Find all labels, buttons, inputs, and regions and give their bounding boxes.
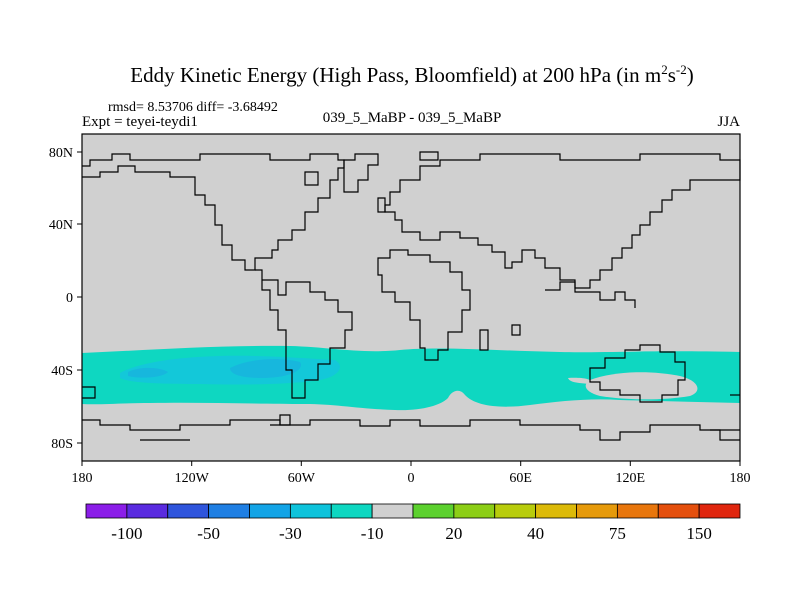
colorbar-swatch [167,503,210,519]
colorbar [85,503,741,519]
coastlines [82,151,741,441]
map-plot-area [77,133,741,466]
colorbar-swatch [698,503,741,519]
x-tick-label: 180 [72,471,93,486]
coast-southeast-asia [545,281,636,308]
coast-scandinavia-island [419,151,439,161]
coast-greenland [343,153,379,193]
season-label: JJA [717,114,740,130]
x-tick-label: 120E [616,471,646,486]
field-core-inner [230,359,301,378]
coast-antarctic-east [710,429,740,441]
coast-new-zealand [82,386,96,399]
coast-africa [377,249,471,361]
coast-australia [589,344,686,403]
colorbar-swatch [330,503,373,519]
x-axis-labels: 180 120W 60W 0 60E 120E 180 [72,471,751,486]
y-axis-labels: 80N 40N 0 40S 80S [49,146,73,452]
field-gap-australia [585,372,698,400]
colorbar-swatch [616,503,659,519]
coast-antarctica [82,419,740,441]
coast-uk [377,197,386,213]
colorbar-swatch [249,503,291,519]
y-tick-label: 40N [49,218,73,233]
colorbar-level-label: -100 [111,524,142,543]
colorbar-swatch [535,503,577,519]
colorbar-level-label: -30 [279,524,302,543]
colorbar-swatch [371,503,414,519]
experiment-label: Expt = teyei-teydi1 [82,114,198,130]
field-core-inner-west [128,367,168,378]
coast-baffin [304,171,319,186]
colorbar-swatch [657,503,700,519]
colorbar-level-label: 150 [686,524,712,543]
stats-label: rmsd= 8.53706 diff= -3.68492 [108,100,278,115]
colorbar-swatch [494,503,537,519]
y-tick-label: 0 [66,291,73,306]
colorbar-swatch [453,503,496,519]
coast-madagascar [479,329,489,351]
ticks [77,151,741,466]
colorbar-swatch [126,503,169,519]
y-tick-label: 80S [51,437,73,452]
coast-antarctic-peninsula [270,414,291,426]
chart-title: Eddy Kinetic Energy (High Pass, Bloomfie… [130,62,694,87]
case-label: 039_5_MaBP - 039_5_MaBP [323,110,502,126]
colorbar-swatch [85,503,128,519]
y-tick-label: 80N [49,146,73,161]
colorbar-swatch [412,503,455,519]
y-tick-label: 40S [51,364,73,379]
coast-eurasia [384,153,741,289]
colorbar-level-label: 75 [609,524,626,543]
colorbar-labels: -100 -50 -30 -10 20 40 75 150 [111,524,712,543]
coast-south-america [255,269,353,399]
x-tick-label: 180 [730,471,751,486]
field-gap-east [568,377,592,384]
coast-sri-lanka [511,324,521,336]
x-tick-label: 120W [175,471,210,486]
coast-north-america [82,153,345,271]
x-tick-label: 0 [408,471,415,486]
colorbar-swatch [289,503,332,519]
colorbar-level-label: -10 [361,524,384,543]
map-background [82,134,740,461]
colorbar-swatch [208,503,250,519]
x-tick-label: 60W [288,471,316,486]
colorbar-swatch [576,503,618,519]
x-tick-label: 60E [509,471,532,486]
colorbar-level-label: 40 [527,524,544,543]
colorbar-level-label: 20 [445,524,462,543]
colorbar-level-label: -50 [197,524,220,543]
